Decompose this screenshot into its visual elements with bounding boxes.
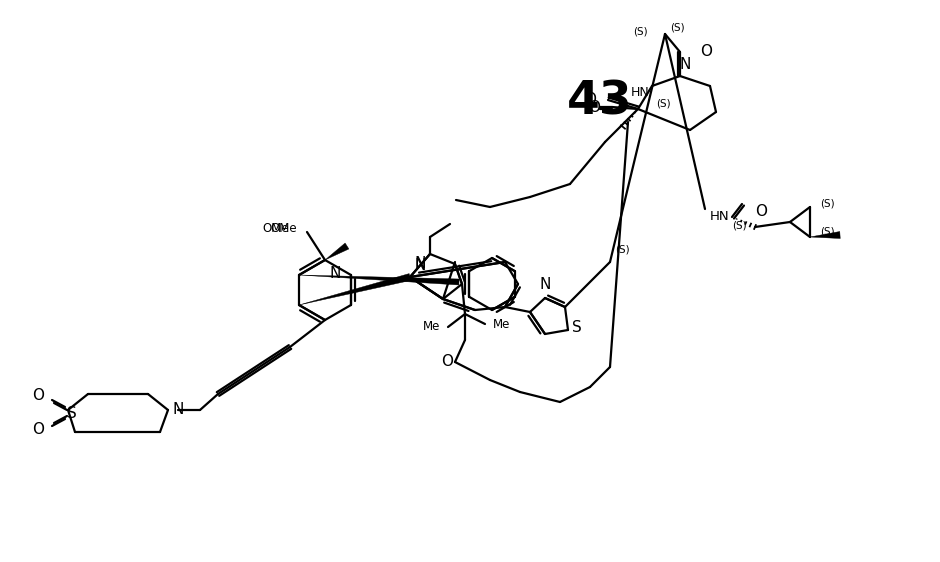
Text: 43: 43 [567,79,633,125]
Polygon shape [299,274,411,305]
Text: O: O [588,99,600,115]
Text: (S): (S) [820,199,835,209]
Polygon shape [299,275,459,285]
Text: O: O [700,44,712,60]
Text: O: O [441,355,453,369]
Text: N: N [330,265,341,280]
Text: HN: HN [710,211,729,224]
Text: (S): (S) [634,27,648,37]
Polygon shape [325,243,349,260]
Text: N: N [540,277,551,292]
Text: O: O [755,205,767,220]
Text: Me: Me [423,320,440,333]
Text: O: O [32,388,44,402]
Text: O: O [584,93,596,107]
Text: HN: HN [632,85,650,98]
Text: S: S [572,320,582,336]
Polygon shape [810,232,840,238]
Text: OMe: OMe [262,221,289,234]
Text: OMe: OMe [271,221,297,234]
Text: (S): (S) [615,245,630,255]
Text: Me: Me [493,318,510,330]
Text: S: S [67,406,77,422]
Text: N: N [415,259,426,274]
Text: (S): (S) [656,98,670,108]
Text: O: O [32,422,44,437]
Text: N: N [172,402,183,418]
Text: (S): (S) [820,227,835,237]
Text: (S): (S) [670,23,684,33]
Text: (S): (S) [732,220,746,230]
Text: N: N [415,256,426,271]
Text: N: N [680,57,691,72]
